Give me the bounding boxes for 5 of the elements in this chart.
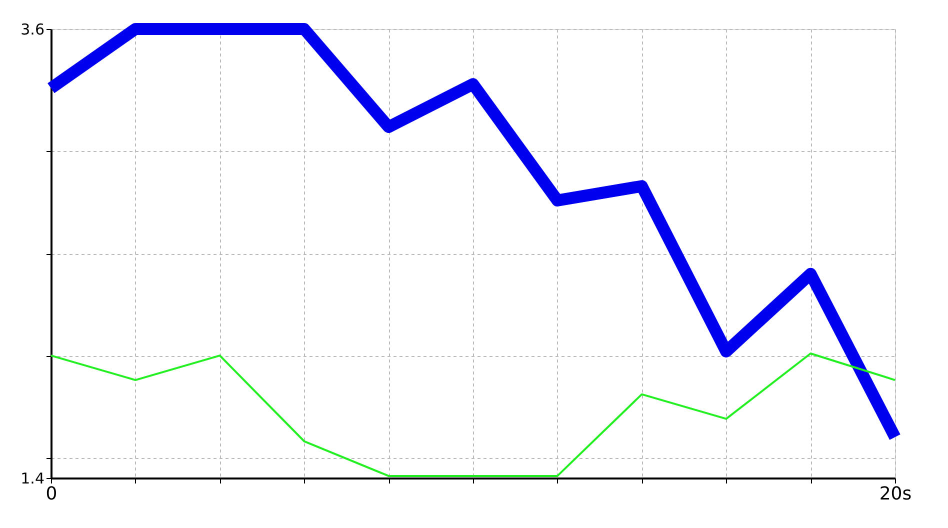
line-series bbox=[50, 352, 896, 477]
y-tick-label: 1.4 bbox=[20, 470, 44, 488]
x-tick-label: 0 bbox=[46, 484, 58, 504]
x-tick-label: 20s bbox=[879, 484, 912, 504]
y-tick-label: 3.6 bbox=[20, 20, 44, 38]
